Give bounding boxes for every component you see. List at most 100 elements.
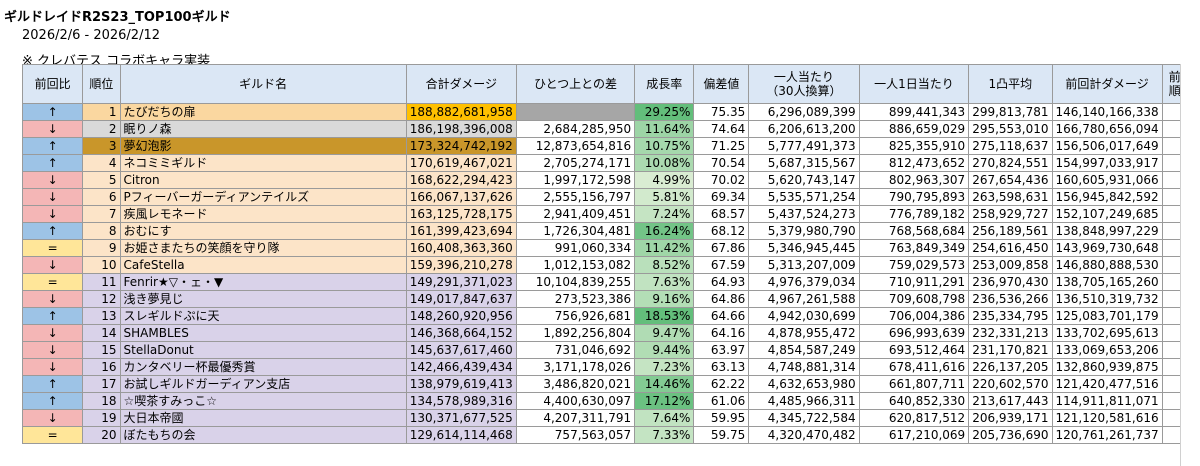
prev-total-cell[interactable]: 160,605,931,066 — [1051, 171, 1163, 189]
deviation-cell[interactable]: 62.22 — [693, 375, 750, 393]
total-damage-cell[interactable]: 149,017,847,637 — [405, 290, 517, 308]
column-header[interactable]: 一人当たり （30人換算） — [748, 64, 860, 104]
column-header[interactable]: 1凸平均 — [968, 64, 1053, 104]
deviation-cell[interactable]: 63.13 — [693, 358, 750, 376]
change-indicator[interactable]: ↓ — [21, 290, 84, 308]
prev-total-cell[interactable]: 120,761,261,737 — [1051, 426, 1163, 444]
prev-total-cell[interactable]: 146,880,888,530 — [1051, 256, 1163, 274]
rank-cell[interactable]: 1 — [82, 103, 121, 121]
diff-cell[interactable]: 2,705,274,171 — [515, 154, 636, 172]
per-person-cell[interactable]: 4,976,379,034 — [748, 273, 860, 291]
growth-rate-cell[interactable]: 18.53% — [634, 307, 695, 325]
diff-cell[interactable]: 1,012,153,082 — [515, 256, 636, 274]
per-person-day-cell[interactable]: 759,029,573 — [858, 256, 970, 274]
change-indicator[interactable]: ↓ — [21, 324, 84, 342]
guild-name-cell[interactable]: おむにす — [119, 222, 407, 240]
prev-total-cell[interactable]: 136,510,319,732 — [1051, 290, 1163, 308]
deviation-cell[interactable]: 67.86 — [693, 239, 750, 257]
diff-cell[interactable]: 10,104,839,255 — [515, 273, 636, 291]
prev-total-cell[interactable]: 166,780,656,094 — [1051, 120, 1163, 138]
avg-per-attack-cell[interactable]: 226,137,205 — [968, 358, 1053, 376]
per-person-cell[interactable]: 4,748,881,314 — [748, 358, 860, 376]
rank-cell[interactable]: 20 — [82, 426, 121, 444]
change-indicator[interactable]: ↓ — [21, 188, 84, 206]
diff-cell[interactable]: 1,997,172,598 — [515, 171, 636, 189]
per-person-cell[interactable]: 6,206,613,200 — [748, 120, 860, 138]
table-row[interactable]: ↓ 6 Pフィーバーガーディアンテイルズ 166,067,137,626 2,555,1… — [21, 188, 1200, 206]
rank-cell[interactable]: 15 — [82, 341, 121, 359]
prev-total-cell[interactable]: 133,069,653,206 — [1051, 341, 1163, 359]
deviation-cell[interactable]: 68.57 — [693, 205, 750, 223]
avg-per-attack-cell[interactable]: 256,189,561 — [968, 222, 1053, 240]
avg-per-attack-cell[interactable]: 231,170,821 — [968, 341, 1053, 359]
per-person-cell[interactable]: 5,687,315,567 — [748, 154, 860, 172]
rank-cell[interactable]: 4 — [82, 154, 121, 172]
growth-rate-cell[interactable]: 11.42% — [634, 239, 695, 257]
rank-cell[interactable]: 17 — [82, 375, 121, 393]
table-row[interactable]: ↓ 16 カンタベリー杯最優秀賞 142,466,439,434 3,171,178,0… — [21, 358, 1200, 376]
avg-per-attack-cell[interactable]: 235,334,795 — [968, 307, 1053, 325]
deviation-cell[interactable]: 70.54 — [693, 154, 750, 172]
per-person-day-cell[interactable]: 640,852,330 — [858, 392, 970, 410]
prev-total-cell[interactable]: 146,140,166,338 — [1051, 103, 1163, 121]
deviation-cell[interactable]: 74.64 — [693, 120, 750, 138]
diff-cell[interactable]: 757,563,057 — [515, 426, 636, 444]
table-row[interactable]: ↓ 12 浅き夢見じ 149,017,847,637 273,523,386 9.16% 6… — [21, 290, 1200, 308]
diff-cell[interactable]: 731,046,692 — [515, 341, 636, 359]
deviation-cell[interactable]: 64.66 — [693, 307, 750, 325]
diff-cell[interactable]: 3,486,820,021 — [515, 375, 636, 393]
rank-cell[interactable]: 9 — [82, 239, 121, 257]
deviation-cell[interactable]: 71.25 — [693, 137, 750, 155]
guild-name-cell[interactable]: 浅き夢見じ — [119, 290, 407, 308]
growth-rate-cell[interactable]: 7.64% — [634, 409, 695, 427]
per-person-day-cell[interactable]: 693,512,464 — [858, 341, 970, 359]
change-indicator[interactable]: ↓ — [21, 205, 84, 223]
guild-name-cell[interactable]: 疾風レモネード — [119, 205, 407, 223]
total-damage-cell[interactable]: 186,198,396,008 — [405, 120, 517, 138]
deviation-cell[interactable]: 70.02 — [693, 171, 750, 189]
per-person-cell[interactable]: 4,967,261,588 — [748, 290, 860, 308]
total-damage-cell[interactable]: 160,408,363,360 — [405, 239, 517, 257]
guild-name-cell[interactable]: StellaDonut — [119, 341, 407, 359]
total-damage-cell[interactable]: 168,622,294,423 — [405, 171, 517, 189]
prev-total-cell[interactable]: 152,107,249,685 — [1051, 205, 1163, 223]
per-person-cell[interactable]: 5,437,524,273 — [748, 205, 860, 223]
guild-name-cell[interactable]: お試しギルドガーディアン支店 — [119, 375, 407, 393]
avg-per-attack-cell[interactable]: 270,824,551 — [968, 154, 1053, 172]
growth-rate-cell[interactable]: 7.24% — [634, 205, 695, 223]
growth-rate-cell[interactable]: 5.81% — [634, 188, 695, 206]
rank-cell[interactable]: 19 — [82, 409, 121, 427]
deviation-cell[interactable]: 61.06 — [693, 392, 750, 410]
avg-per-attack-cell[interactable]: 267,654,436 — [968, 171, 1053, 189]
deviation-cell[interactable]: 68.12 — [693, 222, 750, 240]
guild-name-cell[interactable]: SHAMBLES — [119, 324, 407, 342]
prev-total-cell[interactable]: 154,997,033,917 — [1051, 154, 1163, 172]
change-indicator[interactable]: ↓ — [21, 120, 84, 138]
prev-total-cell[interactable]: 121,420,477,516 — [1051, 375, 1163, 393]
prev-total-cell[interactable]: 156,506,017,649 — [1051, 137, 1163, 155]
change-indicator[interactable]: ↑ — [21, 103, 84, 121]
total-damage-cell[interactable]: 130,371,677,525 — [405, 409, 517, 427]
guild-name-cell[interactable]: ☆喫茶すみっこ☆ — [119, 392, 407, 410]
rank-cell[interactable]: 14 — [82, 324, 121, 342]
total-damage-cell[interactable]: 134,578,989,316 — [405, 392, 517, 410]
table-row[interactable]: ↓ 10 CafeStella 159,396,210,278 1,012,153,08… — [21, 256, 1200, 274]
table-row[interactable]: ↓ 19 大日本帝國 130,371,677,525 4,207,311,791 7.64… — [21, 409, 1200, 427]
prev-total-cell[interactable]: 133,702,695,613 — [1051, 324, 1163, 342]
total-damage-cell[interactable]: 170,619,467,021 — [405, 154, 517, 172]
growth-rate-cell[interactable]: 8.52% — [634, 256, 695, 274]
table-row[interactable]: ↑ 1 たびだちの扉 188,882,681,958 29.25% 75.35 6,296,… — [21, 103, 1200, 121]
avg-per-attack-cell[interactable]: 213,617,443 — [968, 392, 1053, 410]
rank-cell[interactable]: 3 — [82, 137, 121, 155]
total-damage-cell[interactable]: 142,466,439,434 — [405, 358, 517, 376]
rank-cell[interactable]: 8 — [82, 222, 121, 240]
per-person-day-cell[interactable]: 776,789,182 — [858, 205, 970, 223]
guild-name-cell[interactable]: 眠りノ森 — [119, 120, 407, 138]
deviation-cell[interactable]: 59.75 — [693, 426, 750, 444]
total-damage-cell[interactable]: 145,637,617,460 — [405, 341, 517, 359]
rank-cell[interactable]: 7 — [82, 205, 121, 223]
guild-name-cell[interactable]: Pフィーバーガーディアンテイルズ — [119, 188, 407, 206]
column-header[interactable]: 一人1日当たり — [858, 64, 970, 104]
change-indicator[interactable]: ↓ — [21, 358, 84, 376]
avg-per-attack-cell[interactable]: 206,939,171 — [968, 409, 1053, 427]
